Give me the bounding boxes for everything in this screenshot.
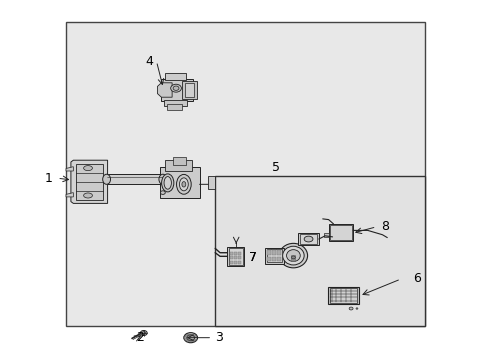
Ellipse shape xyxy=(282,246,304,265)
Ellipse shape xyxy=(182,181,185,187)
Bar xyxy=(329,288,357,303)
Bar xyxy=(215,176,425,326)
Ellipse shape xyxy=(140,330,147,336)
Ellipse shape xyxy=(173,86,179,90)
Text: 4: 4 xyxy=(145,55,153,68)
Ellipse shape xyxy=(279,243,307,268)
Bar xyxy=(230,261,232,264)
Ellipse shape xyxy=(159,174,166,184)
Ellipse shape xyxy=(286,250,300,261)
Text: 8: 8 xyxy=(381,220,388,233)
Text: 6: 6 xyxy=(412,273,420,285)
Text: 3: 3 xyxy=(214,331,222,344)
Bar xyxy=(160,167,199,198)
Bar xyxy=(327,287,359,304)
Polygon shape xyxy=(157,83,172,97)
Bar xyxy=(272,257,275,261)
Text: 5: 5 xyxy=(272,161,280,174)
Text: 7: 7 xyxy=(249,251,257,264)
Ellipse shape xyxy=(183,333,197,343)
Bar xyxy=(328,224,352,241)
Bar xyxy=(238,256,240,259)
Bar xyxy=(238,252,240,255)
Bar xyxy=(230,252,232,255)
Bar xyxy=(277,257,280,261)
Ellipse shape xyxy=(164,176,171,189)
Bar xyxy=(76,164,102,200)
Ellipse shape xyxy=(176,174,191,194)
Bar xyxy=(161,79,193,101)
Bar xyxy=(266,249,282,262)
Polygon shape xyxy=(66,193,73,197)
Bar xyxy=(165,73,185,80)
Bar xyxy=(298,233,318,245)
Ellipse shape xyxy=(348,307,352,310)
Bar xyxy=(272,250,275,255)
Bar xyxy=(238,261,240,264)
Bar xyxy=(163,100,187,106)
Polygon shape xyxy=(323,233,328,237)
Ellipse shape xyxy=(186,335,194,341)
Bar xyxy=(234,256,236,259)
Bar xyxy=(167,104,182,110)
Bar xyxy=(227,247,244,266)
Bar xyxy=(277,250,280,255)
Bar xyxy=(182,81,196,99)
Ellipse shape xyxy=(83,166,92,171)
Ellipse shape xyxy=(102,174,110,184)
Ellipse shape xyxy=(142,332,145,334)
Bar xyxy=(230,256,232,259)
Bar xyxy=(172,157,186,165)
Ellipse shape xyxy=(355,308,357,309)
Text: 2: 2 xyxy=(136,331,144,344)
Bar xyxy=(264,248,283,264)
Ellipse shape xyxy=(161,174,174,192)
Bar xyxy=(234,252,236,255)
Polygon shape xyxy=(71,160,107,203)
Bar xyxy=(106,174,163,184)
Ellipse shape xyxy=(83,193,92,198)
Ellipse shape xyxy=(291,256,295,259)
Bar xyxy=(329,225,351,240)
Bar xyxy=(66,22,425,326)
Text: 1: 1 xyxy=(45,172,53,185)
Polygon shape xyxy=(208,176,215,189)
Polygon shape xyxy=(66,167,73,171)
Bar xyxy=(165,160,192,171)
Ellipse shape xyxy=(170,84,181,92)
Bar xyxy=(267,257,270,261)
Ellipse shape xyxy=(179,178,188,191)
Bar xyxy=(299,234,317,244)
Bar xyxy=(184,83,193,97)
Bar xyxy=(234,261,236,264)
Bar xyxy=(267,250,270,255)
Text: 7: 7 xyxy=(249,251,257,264)
Ellipse shape xyxy=(304,236,312,242)
Bar xyxy=(291,255,295,261)
Bar xyxy=(228,248,243,265)
Ellipse shape xyxy=(160,191,165,194)
